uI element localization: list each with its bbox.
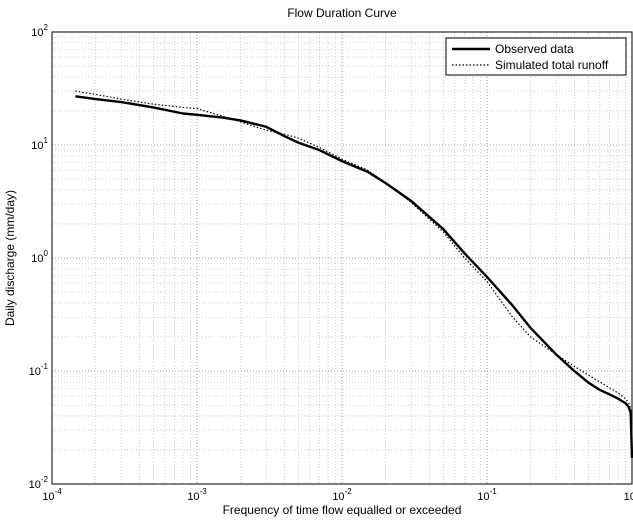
y-axis-label: Daily discharge (mm/day)	[3, 190, 17, 326]
x-tick-label: 100	[624, 487, 633, 503]
y-tick-label: 10-1	[29, 362, 49, 378]
series-group	[75, 90, 633, 458]
y-tick-label: 10-2	[29, 475, 49, 491]
legend-box	[445, 37, 627, 76]
legend-simulated-label: Simulated total runoff	[495, 58, 609, 72]
series-line-observed	[75, 95, 633, 458]
y-tick-label: 100	[31, 249, 48, 265]
y-tick-labels: 10-2 10-1 100 101 102	[29, 23, 49, 491]
grid	[52, 32, 632, 484]
y-tick-label: 101	[31, 136, 48, 152]
x-tick-label: 10-4	[42, 487, 62, 503]
series-line-simulated	[75, 90, 633, 424]
plot-frame	[51, 31, 633, 485]
chart-title: Flow Duration Curve	[287, 6, 397, 20]
x-tick-labels: 10-4 10-3 10-2 10-1 100	[42, 487, 633, 503]
x-tick-label: 10-1	[477, 487, 497, 503]
x-tick-label: 10-3	[187, 487, 207, 503]
x-tick-label: 10-2	[332, 487, 352, 503]
y-tick-label: 102	[31, 23, 48, 39]
legend: Observed data Simulated total runoff	[445, 37, 627, 76]
legend-observed-label: Observed data	[495, 42, 574, 56]
x-axis-label: Frequency of time flow equalled or excee…	[223, 503, 462, 517]
